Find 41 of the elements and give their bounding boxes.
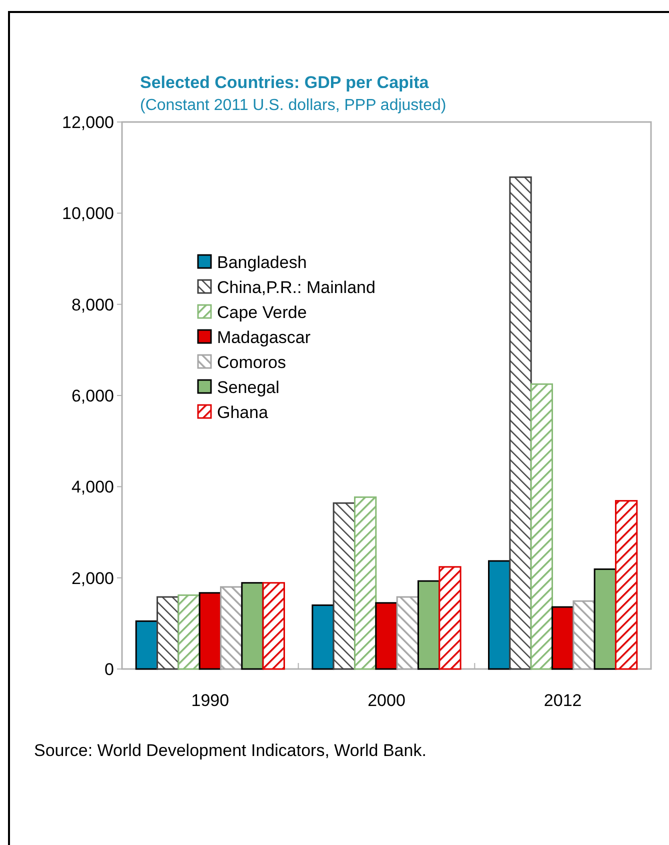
bar: [572, 600, 596, 670]
legend-label: Madagascar: [217, 328, 311, 347]
bar: [220, 586, 243, 670]
y-tick-label: 10,000: [62, 204, 114, 224]
legend-label: Comoros: [217, 352, 286, 372]
y-tick-label: 0: [104, 660, 114, 679]
bar: [135, 620, 158, 670]
y-tick-label: 2,000: [71, 568, 114, 588]
chart-subtitle: (Constant 2011 U.S. dollars, PPP adjusted): [140, 97, 446, 114]
bar: [396, 596, 419, 670]
bar: [198, 592, 222, 670]
legend-label: Senegal: [217, 378, 280, 397]
bar: [375, 602, 398, 670]
bar: [438, 566, 462, 670]
legend-label: Cape Verde: [217, 302, 307, 322]
bar: [417, 580, 440, 670]
y-tick-label: 4,000: [71, 478, 114, 497]
legend-label: Ghana: [217, 402, 269, 422]
bar: [156, 596, 180, 670]
bar: [530, 383, 554, 670]
bar: [332, 502, 356, 670]
legend-label: China,P.R.: Mainland: [217, 278, 376, 297]
y-tick-label: 12,000: [62, 112, 114, 132]
y-tick-label: 6,000: [71, 386, 114, 406]
bar: [178, 594, 200, 670]
x-tick-label: 2000: [368, 691, 406, 710]
bar: [241, 582, 264, 670]
x-tick-label: 1990: [191, 691, 230, 710]
bar: [488, 560, 511, 670]
bar: [509, 176, 532, 670]
bar: [262, 582, 285, 670]
y-tick-label: 8,000: [71, 295, 114, 314]
source-note: Source: World Development Indicators, World Bank.: [34, 741, 426, 760]
chart-title: Selected Countries: GDP per Capita: [140, 73, 430, 92]
bar: [594, 568, 616, 670]
bar: [354, 496, 377, 670]
legend-label: Bangladesh: [217, 252, 307, 272]
x-tick-label: 2012: [544, 691, 582, 710]
bar: [312, 604, 334, 670]
bar: [614, 500, 638, 670]
bar: [552, 606, 574, 670]
